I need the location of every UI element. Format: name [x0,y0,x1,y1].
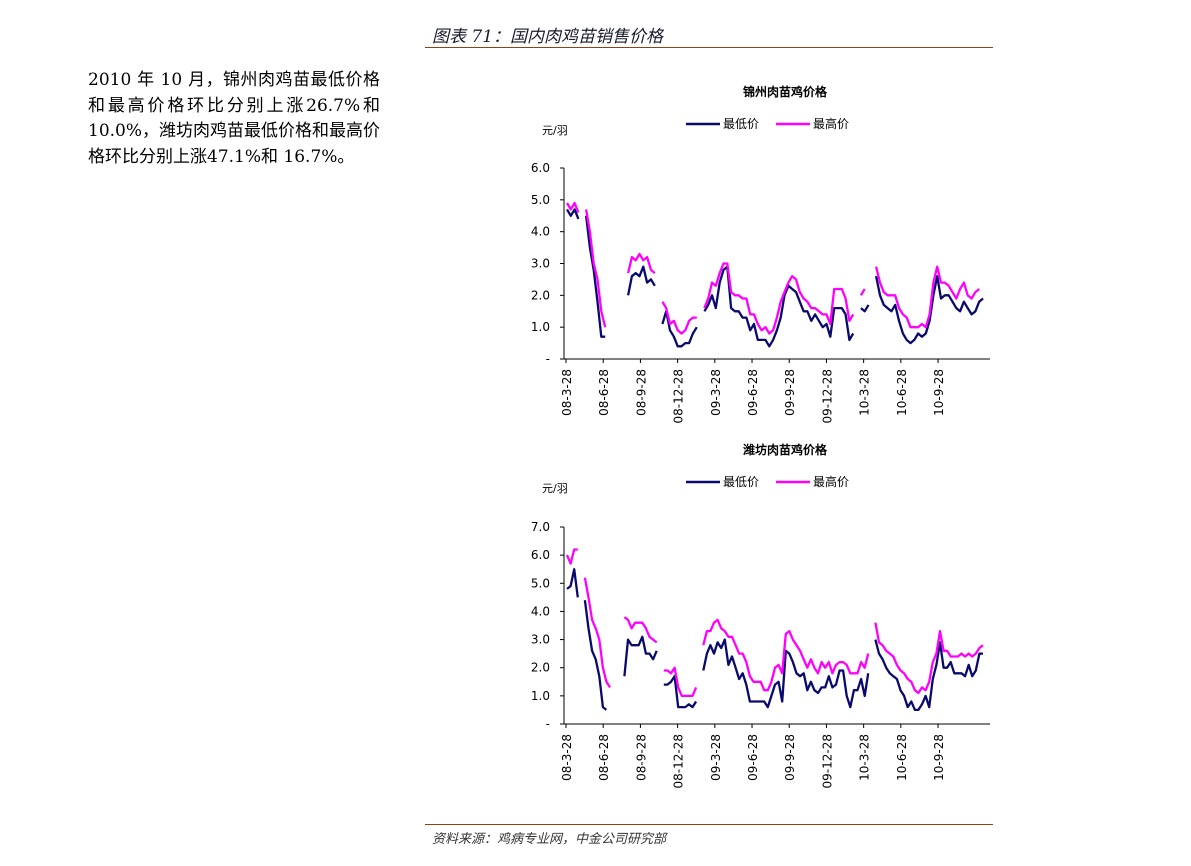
bottom-rule [425,824,993,825]
x-tick-label: 10-9-28 [932,369,946,416]
x-tick-label: 09-12-28 [820,369,834,423]
series-line-max-price [566,201,980,335]
y-tick-label: 5.0 [531,193,550,207]
x-tick-label: 09-6-28 [746,369,760,416]
chart-title: 锦州肉苗鸡价格 [743,84,828,99]
y-tick-label: 1.0 [531,320,550,334]
x-tick-label: 08-12-28 [672,734,686,788]
x-tick-label: 09-3-28 [709,734,723,781]
y-tick-label: 4.0 [531,225,550,239]
x-tick-label: 10-6-28 [895,369,909,416]
x-tick-label: 10-3-28 [858,734,872,781]
source-note: 资料来源：鸡病专业网，中金公司研究部 [432,832,667,847]
legend-label-min: 最低价 [723,475,759,489]
x-tick-label: 08-6-28 [597,734,611,781]
x-tick-label: 08-3-28 [560,734,574,781]
top-rule [425,47,993,48]
x-tick-label: 09-12-28 [820,734,834,788]
y-tick-label: 2.0 [531,288,550,302]
y-axis-label: 元/羽 [542,124,568,137]
x-tick-label: 10-3-28 [858,369,872,416]
x-tick-label: 10-9-28 [932,734,946,781]
y-tick-label: 3.0 [531,257,550,271]
y-tick-label: 7.0 [531,520,550,534]
legend-label-min: 最低价 [723,117,759,131]
x-tick-label: 08-9-28 [634,734,648,781]
x-tick-label: 08-3-28 [560,369,574,416]
y-tick-label: 1.0 [531,689,550,703]
x-tick-label: 10-6-28 [895,734,909,781]
x-tick-label: 09-3-28 [709,369,723,416]
x-tick-label: 09-9-28 [783,734,797,781]
y-tick-label: 6.0 [531,548,550,562]
series-line-min-price [566,568,983,712]
y-tick-label: 3.0 [531,633,550,647]
figure-title: 图表 71：国内肉鸡苗销售价格 [432,27,664,47]
x-tick-label: 08-6-28 [597,369,611,416]
y-axis-label: 元/羽 [542,482,568,495]
x-tick-label: 08-9-28 [634,369,648,416]
y-tick-label: 6.0 [531,161,550,175]
y-tick-label: - [546,717,550,731]
legend-label-max: 最高价 [813,116,849,131]
chart-title: 潍坊肉苗鸡价格 [742,442,828,457]
x-tick-label: 09-6-28 [746,734,760,781]
y-tick-label: 2.0 [531,661,550,675]
legend-label-max: 最高价 [813,474,849,489]
y-tick-label: 5.0 [531,576,550,590]
y-tick-label: 4.0 [531,604,550,618]
summary-paragraph: 2010 年 10 月，锦州肉鸡苗最低价格和最高价格环比分别上涨26.7%和 1… [88,70,381,167]
series-line-min-price [566,208,984,348]
x-tick-label: 08-12-28 [672,369,686,423]
x-tick-label: 09-9-28 [783,369,797,416]
y-tick-label: - [546,352,550,366]
series-line-max-price [565,548,984,698]
